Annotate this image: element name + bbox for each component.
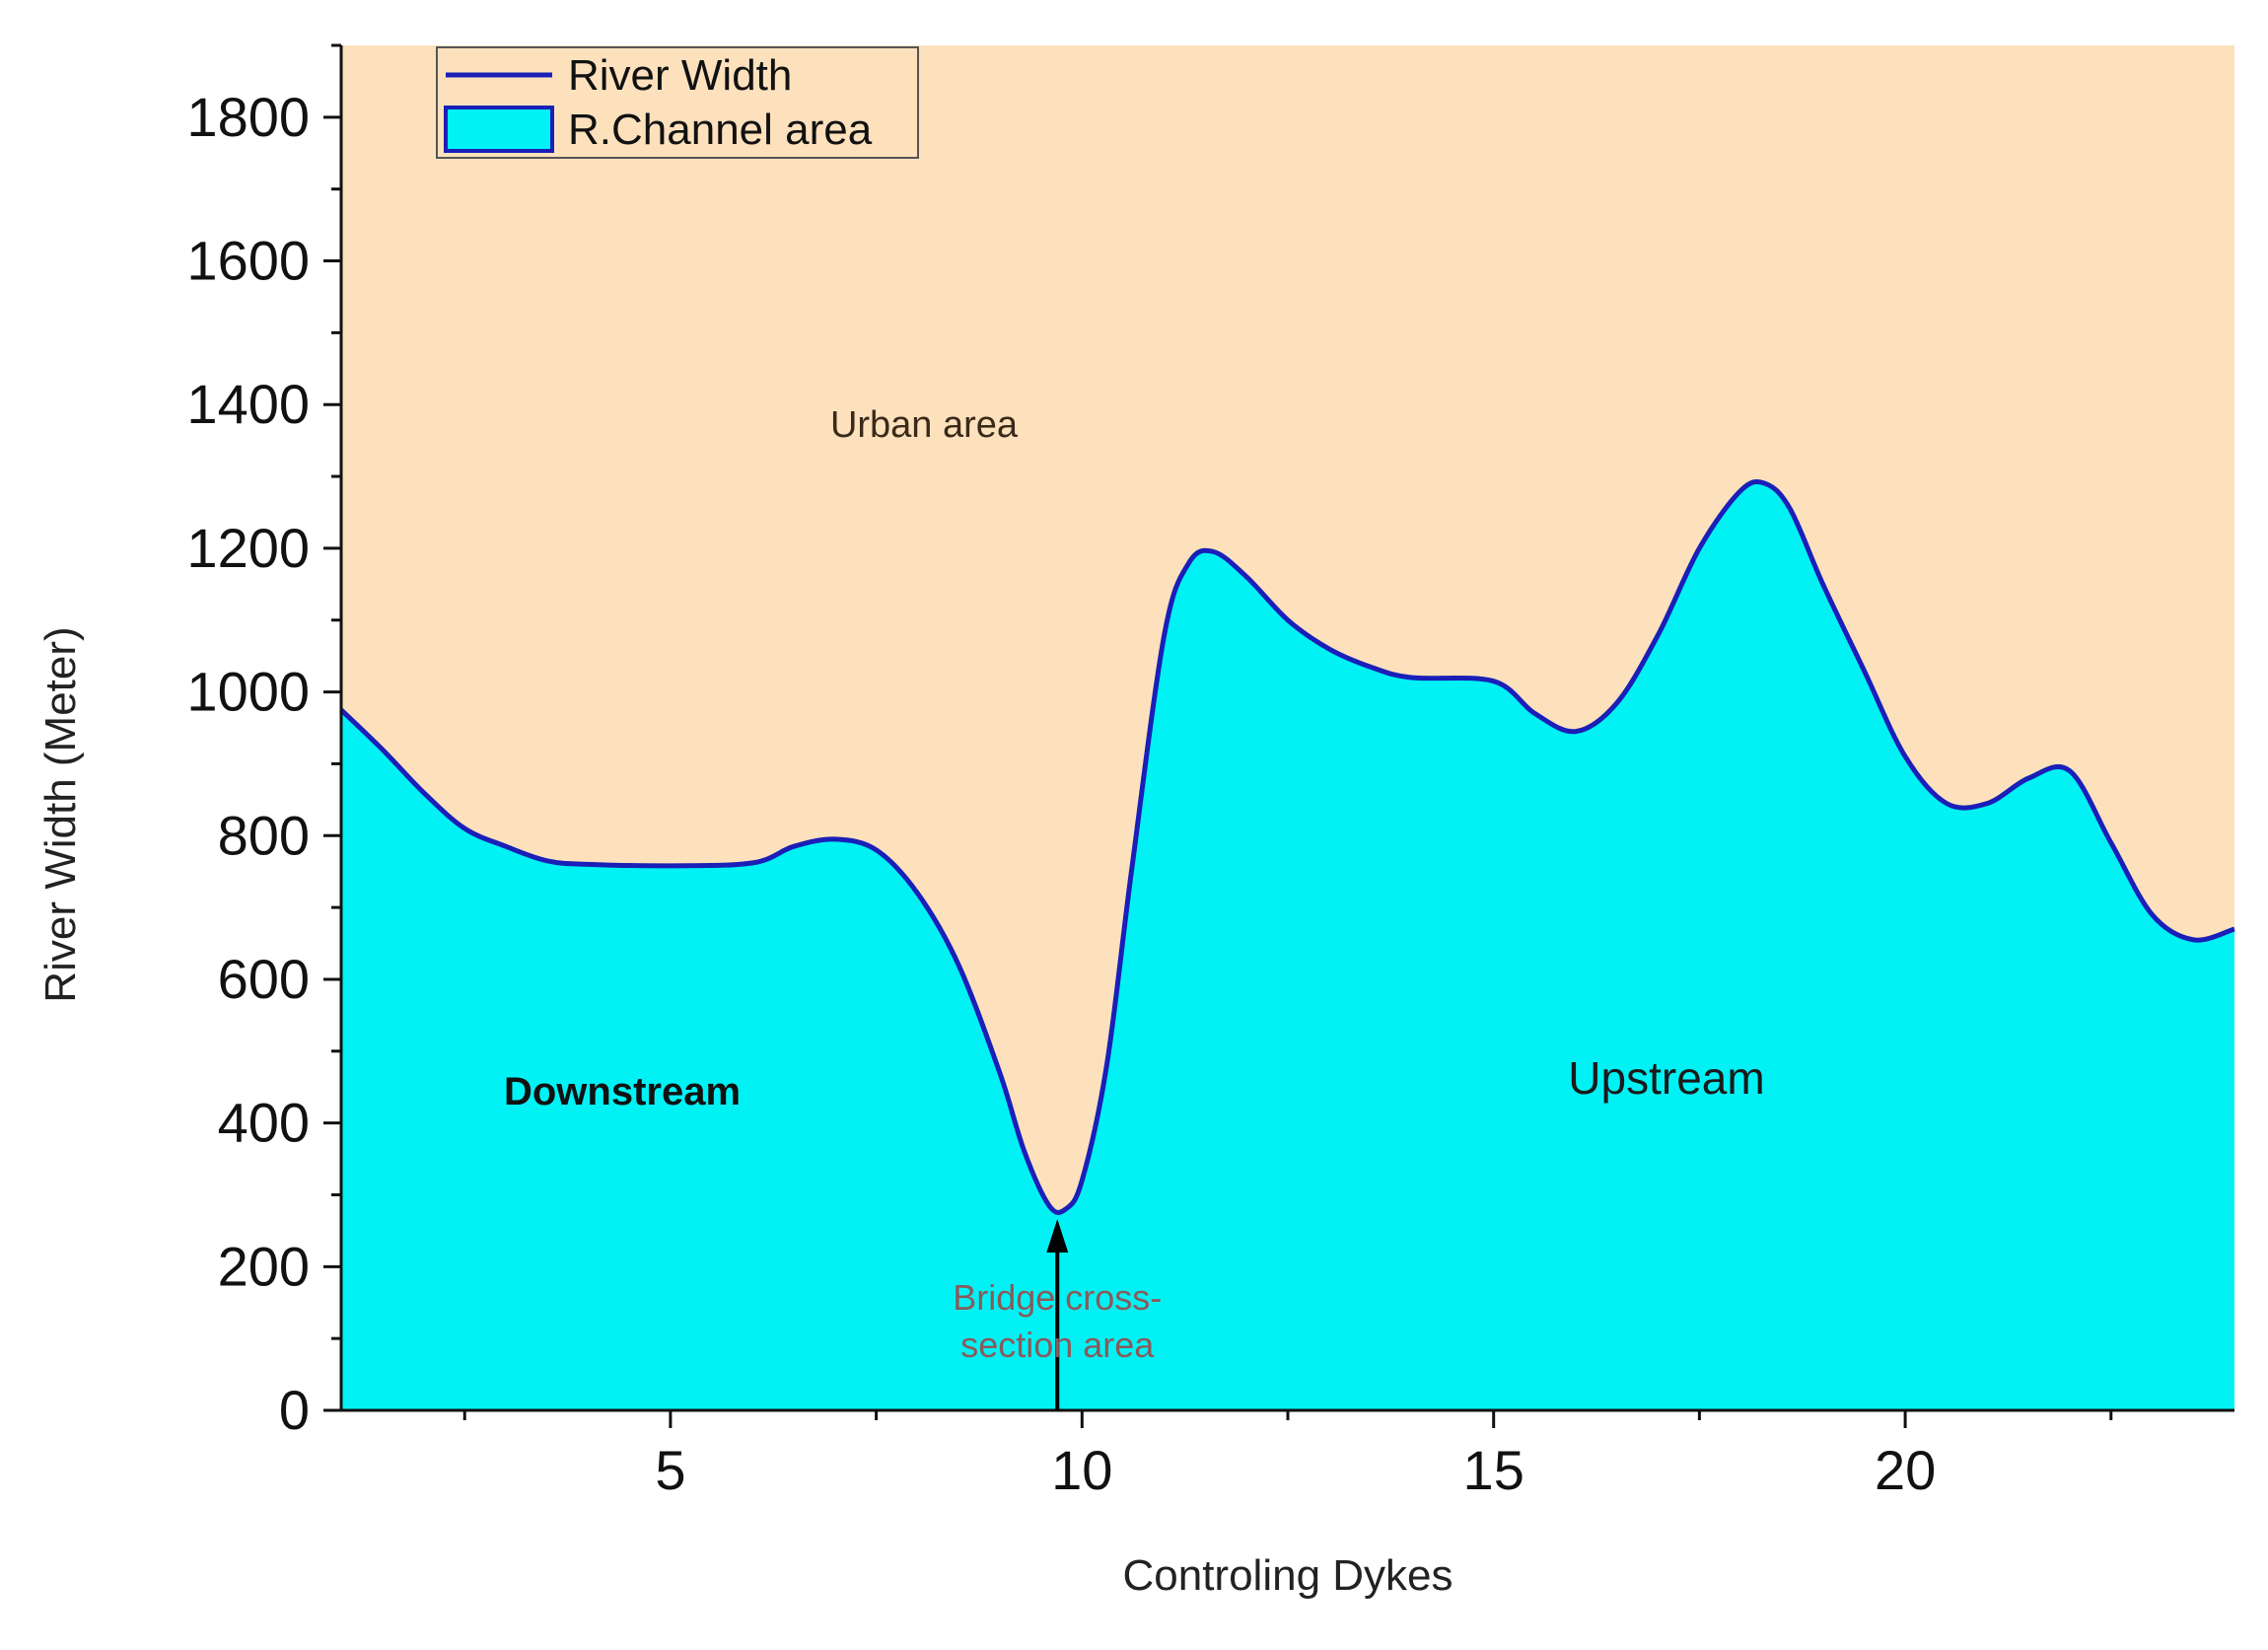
x-axis-title: Controling Dykes [1122, 1551, 1453, 1600]
y-tick-label: 1400 [186, 373, 310, 435]
bridge-label-line2: section area [960, 1325, 1155, 1365]
y-axis-ticks: 0 200 400 600 800 1000 1200 1400 1600 1800 [186, 43, 341, 1441]
x-tick-label: 10 [1051, 1439, 1112, 1501]
y-tick-label: 600 [218, 948, 310, 1010]
x-tick-label: 20 [1875, 1439, 1936, 1501]
y-axis-title: River Width (Meter) [36, 626, 85, 1002]
x-axis-ticks: 5 10 15 20 [462, 1410, 2113, 1501]
legend-label-channel-area: R.Channel area [568, 106, 873, 154]
y-tick-label: 1800 [186, 86, 310, 148]
y-tick-label: 400 [218, 1092, 310, 1154]
y-tick-label: 1000 [186, 661, 310, 723]
channel-area-fill [341, 481, 2234, 1410]
bridge-arrow-head [1046, 1219, 1069, 1253]
upstream-label: Upstream [1568, 1052, 1764, 1104]
downstream-label: Downstream [504, 1070, 741, 1113]
y-tick-label: 0 [279, 1379, 310, 1441]
legend: River Width R.Channel area [436, 46, 919, 159]
y-tick-label: 200 [218, 1235, 310, 1297]
legend-label-river-width: River Width [568, 51, 792, 100]
x-tick-label: 15 [1463, 1439, 1524, 1501]
y-tick-label: 1600 [186, 230, 310, 292]
y-tick-label: 1200 [186, 517, 310, 579]
y-tick-label: 800 [218, 804, 310, 866]
x-tick-label: 5 [655, 1439, 685, 1501]
bridge-label-line1: Bridge cross- [953, 1277, 1162, 1318]
legend-fill-swatch [444, 106, 554, 153]
urban-area-label: Urban area [830, 404, 1019, 446]
river-width-line [339, 478, 2235, 1215]
